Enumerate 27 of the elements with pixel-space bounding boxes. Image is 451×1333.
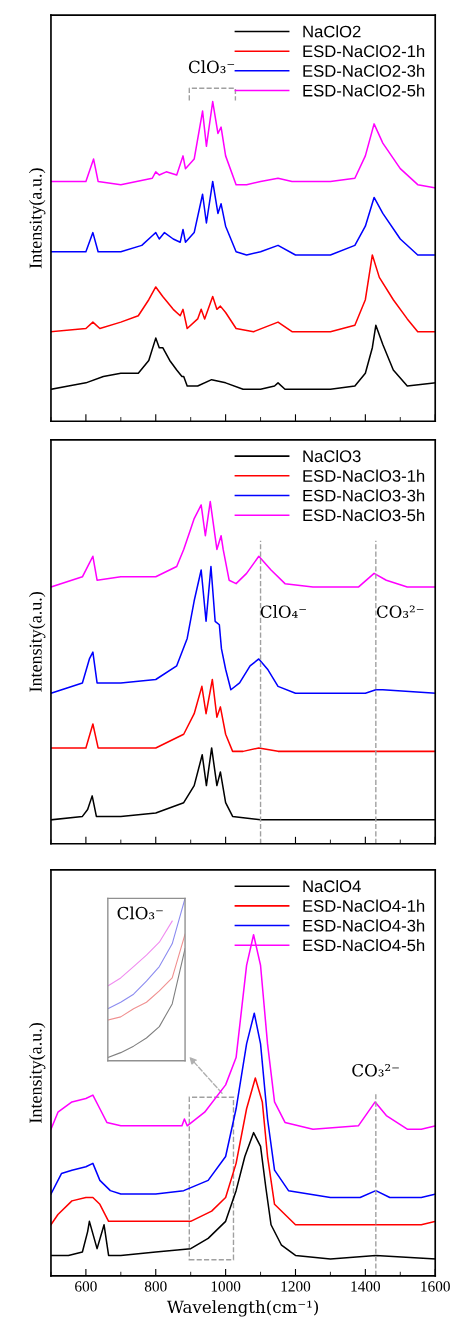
y-axis-title: Intensity(a.u.) [28, 591, 46, 692]
annotation: CO₃²⁻ [352, 1063, 399, 1077]
x-tick-label: 1200 [281, 1281, 311, 1292]
x-tick-label: 600 [75, 1281, 97, 1292]
x-tick-label: 1000 [211, 1281, 241, 1292]
legend-label: ESD-NaClO2-1h [303, 44, 425, 58]
x-tick-label: 1600 [421, 1281, 450, 1292]
y-axis-title: Intensity(a.u.) [28, 1023, 46, 1123]
legend-label: NaClO4 [303, 879, 361, 893]
x-tick-label: 800 [144, 1281, 167, 1292]
legend-label: NaClO2 [303, 25, 361, 38]
x-tick-label: 1400 [351, 1281, 381, 1292]
legend-label: ESD-NaClO4-1h [303, 899, 425, 912]
y-axis-title: Intensity(a.u.) [28, 168, 46, 269]
x-axis-title: Wavelength(cm⁻¹) [166, 1300, 319, 1317]
legend-label: ESD-NaClO2-5h [303, 84, 425, 97]
legend-label: NaClO3 [303, 449, 361, 463]
text: ClO₃⁻ [188, 60, 235, 74]
legend-label: ESD-NaClO3-5h [303, 509, 425, 522]
annotation: ClO₃⁻ [117, 906, 163, 920]
legend-label: ESD-NaClO4-3h [303, 919, 425, 932]
legend-label: ESD-NaClO4-5h [303, 939, 425, 952]
legend-label: ESD-NaClO2-3h [303, 64, 425, 77]
annotation: ClO₄⁻ [260, 605, 306, 618]
annotation: CO₃²⁻ [376, 605, 424, 618]
legend-label: ESD-NaClO3-1h [303, 469, 425, 482]
legend-label: ESD-NaClO3-3h [303, 489, 425, 502]
